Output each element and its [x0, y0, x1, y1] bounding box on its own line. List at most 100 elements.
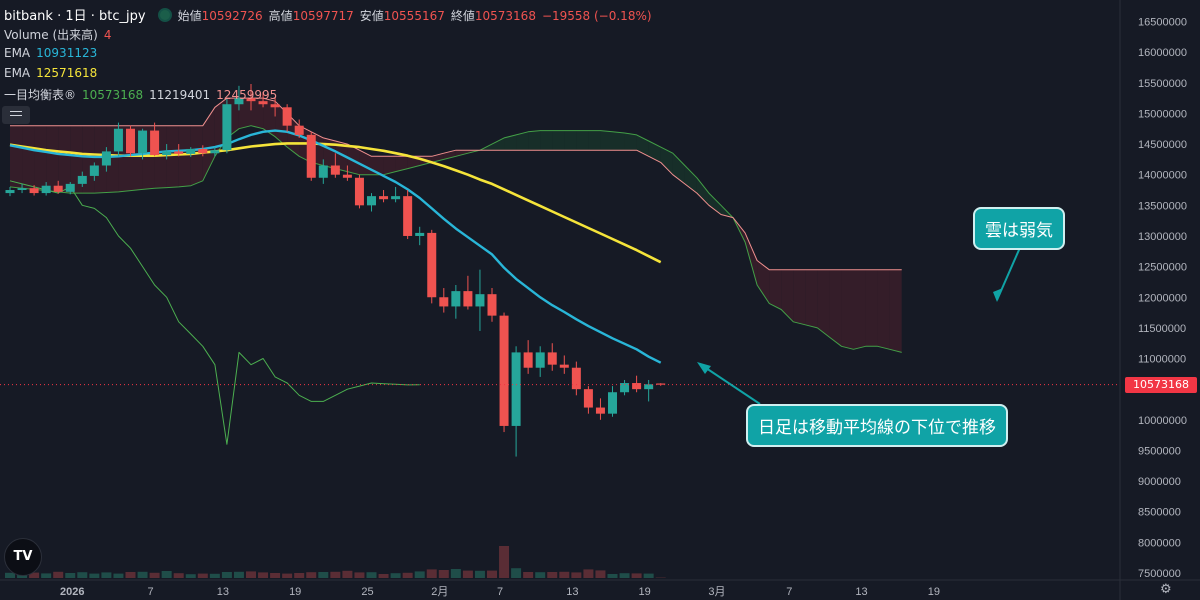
volume-legend[interactable]: Volume (出来高) 4 [4, 26, 117, 43]
candle-body [17, 188, 27, 191]
ema-long-value: 12571618 [36, 66, 98, 80]
candle-body [608, 392, 617, 414]
cloud-segment [552, 130, 565, 151]
y-tick-label: 9000000 [1138, 476, 1181, 488]
volume-bar [595, 570, 606, 578]
cloud-segment [865, 269, 878, 347]
senkou-span-b-line [10, 97, 902, 271]
y-tick-label: 15500000 [1138, 78, 1187, 90]
candle-body [126, 128, 135, 154]
cloud-segment [10, 125, 23, 189]
x-tick-label: 19 [639, 586, 651, 598]
x-tick-label: 13 [217, 586, 229, 598]
volume-bar [197, 573, 208, 578]
gear-icon[interactable]: ⚙ [1160, 582, 1172, 597]
volume-bar [318, 572, 329, 578]
volume-bar [547, 572, 558, 578]
candle-body [162, 151, 172, 156]
y-tick-label: 13500000 [1138, 200, 1187, 212]
ema-short-legend[interactable]: EMA 10931123 [4, 46, 103, 60]
cloud-segment [516, 131, 529, 151]
volume-bar [306, 572, 317, 578]
cloud-segment [853, 269, 866, 350]
cloud-segment [805, 269, 818, 328]
volume-bar [607, 574, 618, 578]
candle-body [342, 174, 352, 178]
cloud-segment [841, 269, 854, 350]
cloud-segment [46, 125, 59, 192]
open-value: 10592726 [201, 9, 263, 23]
volume-bar [402, 572, 413, 578]
cloud-segment [190, 125, 203, 186]
cloud-segment [492, 137, 505, 151]
candle-body [294, 125, 304, 135]
cloud-segment [889, 269, 902, 353]
ichimoku-value-1: 10573168 [82, 88, 144, 102]
candle-body [571, 367, 581, 390]
cloud-segment [564, 130, 577, 151]
symbol-title[interactable]: bitbank · 1日 · btc_jpy [4, 9, 146, 24]
volume-bar [258, 572, 269, 578]
cloud-segment [443, 150, 456, 160]
volume-bar [221, 572, 232, 578]
cloud-segment [359, 150, 372, 175]
chikou-span-line [9, 180, 420, 445]
volume-bar [619, 573, 630, 578]
open-label: 始値 [177, 9, 202, 23]
candle-body [186, 148, 196, 154]
candle-body [330, 165, 340, 175]
candle-body [379, 196, 389, 200]
volume-bar [438, 570, 449, 578]
cloud-segment [600, 130, 613, 151]
ema-callout-arrowhead [697, 362, 711, 374]
cloud-segment [757, 260, 770, 304]
candle-body [198, 148, 208, 154]
candle-body [246, 98, 256, 102]
ichimoku-label: 一目均衡表® [4, 88, 77, 102]
candle-body [523, 352, 533, 368]
x-tick-label: 3月 [708, 586, 725, 598]
cloud-segment [323, 137, 336, 169]
cloud-segment [817, 269, 830, 338]
candle-body [656, 383, 666, 385]
ema-short-value: 10931123 [36, 46, 98, 60]
y-tick-label: 7500000 [1138, 568, 1181, 580]
ichimoku-legend[interactable]: 一目均衡表® 10573168 11219401 12459995 [4, 86, 283, 103]
cloud-segment [540, 130, 553, 151]
candle-body [547, 352, 557, 365]
candle-body [306, 134, 316, 178]
candle-body [174, 151, 184, 154]
volume-bar [450, 569, 461, 578]
cloud-note-callout: 雲は弱気 [973, 207, 1065, 250]
volume-bar [53, 571, 64, 578]
ema-long-legend[interactable]: EMA 12571618 [4, 66, 103, 80]
volume-bar [89, 573, 100, 578]
candle-body [487, 294, 497, 316]
candle-body [270, 104, 280, 108]
volume-value: 4 [103, 28, 112, 42]
candle-body [354, 177, 364, 206]
candle-body [89, 165, 99, 176]
cloud-segment [769, 269, 782, 310]
volume-bar [487, 570, 497, 578]
cloud-segment [58, 125, 71, 194]
volume-bar [523, 572, 534, 578]
candle-body [511, 352, 521, 426]
x-tick-label: 2月 [431, 586, 448, 598]
candle-body [367, 196, 376, 206]
cloud-segment [335, 140, 348, 172]
high-label: 高値 [268, 9, 293, 23]
cloud-callout-arrowhead [993, 288, 1003, 302]
cloud-segment [94, 125, 107, 194]
volume-bar [282, 573, 293, 578]
y-tick-label: 16500000 [1138, 17, 1187, 29]
tradingview-logo[interactable]: TV [4, 538, 42, 576]
cloud-segment [22, 125, 35, 190]
cloud-segment [781, 269, 794, 322]
y-tick-label: 8000000 [1138, 537, 1181, 549]
cloud-segment [588, 130, 601, 151]
cloud-segment [745, 232, 758, 285]
collapse-legend-button[interactable] [2, 106, 30, 124]
